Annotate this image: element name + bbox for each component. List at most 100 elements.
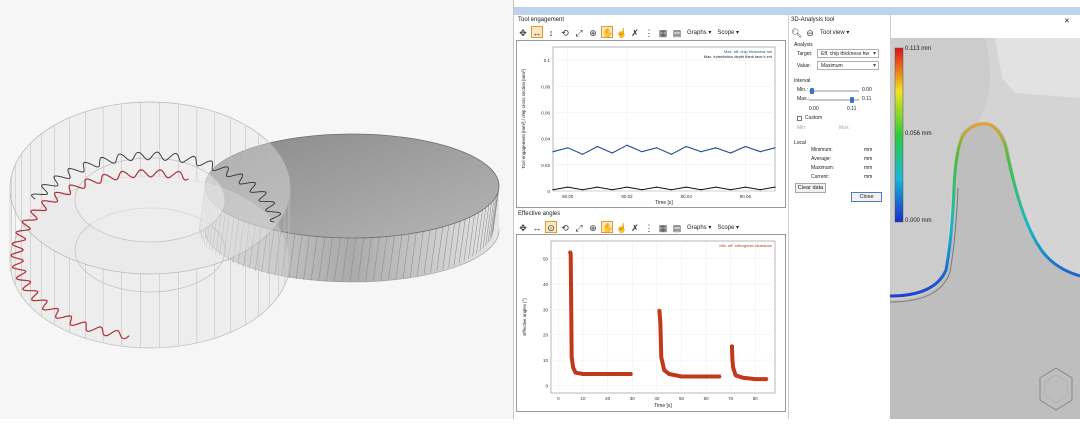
gear-tooth (303, 235, 310, 280)
table-icon[interactable]: ▦ (658, 28, 668, 38)
data-point (596, 145, 598, 148)
scope-menu[interactable]: Scope ▾ (717, 224, 740, 231)
analysis-header: Analysis (794, 42, 813, 48)
zoom-horizontal-icon[interactable]: ↔ (531, 26, 543, 38)
slider-min-tick: 0.00 (809, 106, 819, 112)
gear-tooth (410, 232, 417, 277)
legend-entry: Min. eff. orthogonal clearance (719, 243, 772, 248)
x-tick-label: 40 (654, 396, 660, 401)
color-scale-top: 0.113 mm (905, 46, 932, 52)
tooth-3d-viewport[interactable]: 0.113 mm 0.056 mm 0.000 mm (890, 38, 1080, 419)
gear-tooth (423, 230, 431, 275)
crosshair-icon[interactable]: ⊕ (589, 223, 597, 233)
reset-zoom-icon[interactable]: ⟲ (561, 223, 569, 233)
data-point (730, 189, 732, 191)
zoom-horizontal-icon[interactable]: ↔ (532, 223, 542, 233)
zoom-in-icon[interactable]: 🔍︎ (791, 28, 803, 38)
data-point (641, 189, 643, 191)
data-point (715, 186, 717, 188)
data-point (744, 186, 746, 188)
export-icon[interactable]: ▤ (672, 223, 682, 233)
marker-icon[interactable]: ✗ (631, 28, 639, 38)
gear-tooth (295, 234, 303, 279)
data-point (574, 371, 577, 374)
gear-tooth (219, 212, 226, 257)
data-point (659, 321, 662, 323)
y-tick-label: 0.1 (544, 58, 551, 63)
max-slider[interactable] (809, 97, 859, 103)
graphs-menu[interactable]: Graphs ▾ (687, 29, 712, 36)
gear-tooth (380, 236, 388, 281)
gear-tooth (490, 194, 498, 239)
plot-area (552, 46, 776, 192)
close-button[interactable]: Close (851, 192, 882, 202)
data-point (754, 378, 757, 380)
gear-tooth (442, 225, 450, 270)
pointer-icon[interactable]: ☝ (616, 28, 628, 38)
data-point (567, 147, 569, 149)
zoom-vertical-icon[interactable]: ↕ (548, 28, 554, 38)
zoom-box-icon[interactable]: ⊙ (545, 221, 557, 233)
gear-3d-viewport[interactable] (0, 0, 513, 419)
y-tick-label: 30 (543, 307, 549, 312)
target-select[interactable]: Eff. chip thickness hw (817, 49, 879, 58)
scope-menu[interactable]: Scope ▾ (717, 29, 740, 36)
gear-tooth (326, 237, 333, 282)
fit-view-icon[interactable]: ⤢ (575, 223, 583, 233)
pan-icon[interactable]: ✥ (519, 223, 527, 233)
data-point (596, 186, 598, 188)
fit-view-icon[interactable]: ⤢ (575, 28, 583, 38)
data-point (611, 189, 613, 191)
window-title-bar (514, 7, 1080, 15)
zoom-out-icon[interactable]: ⊖ (806, 28, 814, 38)
x-tick-label: 60 (704, 396, 710, 401)
gear-tooth (491, 191, 499, 236)
simulation-app-window: Tool engagement ✥ ↔ ↕ ⟲ ⤢ ⊕ ✋ ☝ ✗ ⋮ ▦ ▤ … (513, 0, 1080, 419)
gear-tooth (472, 212, 479, 257)
pan-icon[interactable]: ✥ (519, 28, 527, 38)
gear-tooth (453, 221, 461, 266)
stats-icon[interactable]: ⋮ (644, 28, 654, 38)
gear-tooth (357, 237, 364, 282)
y-tick-label: 0 (547, 189, 550, 194)
data-point (656, 186, 658, 188)
gear-tooth (227, 216, 235, 262)
pane-splitter[interactable] (788, 15, 789, 419)
gear-tooth (430, 228, 437, 273)
export-icon[interactable]: ▤ (672, 28, 682, 38)
gear-tooth (232, 219, 240, 264)
data-point (668, 373, 670, 375)
effective-angles-plot: 0 10 20 30 40 50 0 10 20 30 40 50 60 70 80 Time [s] Effe… (522, 240, 776, 409)
local-row-label: Maximum: (811, 165, 835, 171)
custom-label: Custom (805, 115, 823, 121)
gear-tooth (274, 231, 282, 276)
color-scale-bottom: 0.000 mm (905, 218, 932, 224)
close-icon[interactable]: ✕ (1064, 18, 1070, 25)
reset-zoom-icon[interactable]: ⟲ (561, 28, 569, 38)
marker-icon[interactable]: ✗ (631, 223, 639, 233)
crosshair-icon[interactable]: ⊕ (589, 28, 597, 38)
tool-view-menu[interactable]: Tool view ▾ (820, 29, 850, 36)
min-slider[interactable] (809, 88, 859, 94)
tool-engagement-chart[interactable]: 0 0.02 0.04 0.06 0.08 0.1 80.00 80.02 80.04 80.06… (516, 40, 786, 208)
series-line (657, 309, 721, 379)
pointer-icon[interactable]: ☝ (616, 223, 628, 233)
graphs-menu[interactable]: Graphs ▾ (687, 224, 712, 231)
tooth-model-image (890, 38, 1080, 419)
effective-angles-title: Effective angles (518, 211, 561, 217)
hand-icon[interactable]: ✋ (601, 26, 614, 38)
stats-icon[interactable]: ⋮ (644, 223, 654, 233)
y-tick-label: 0.02 (541, 163, 550, 168)
custom-checkbox[interactable] (797, 116, 802, 121)
effective-angles-toolbar: ✥ ↔ ⊙ ⟲ ⤢ ⊕ ✋ ☝ ✗ ⋮ ▦ ▤ Graphs ▾ Scope ▾ (517, 220, 741, 234)
max-label: Max.: (797, 96, 810, 102)
data-point (626, 144, 628, 146)
value-select[interactable]: Maximum (817, 61, 879, 70)
effective-angles-chart[interactable]: 0 10 20 30 40 50 0 10 20 30 40 50 60 70 80 Time [s] Effe… (516, 234, 786, 412)
hand-icon[interactable]: ✋ (601, 221, 614, 233)
table-icon[interactable]: ▦ (658, 223, 668, 233)
x-tick-label: 80.02 (621, 194, 633, 199)
data-point (766, 378, 769, 380)
gear-tooth (458, 219, 466, 264)
clear-data-button[interactable]: Clear data (795, 183, 826, 193)
